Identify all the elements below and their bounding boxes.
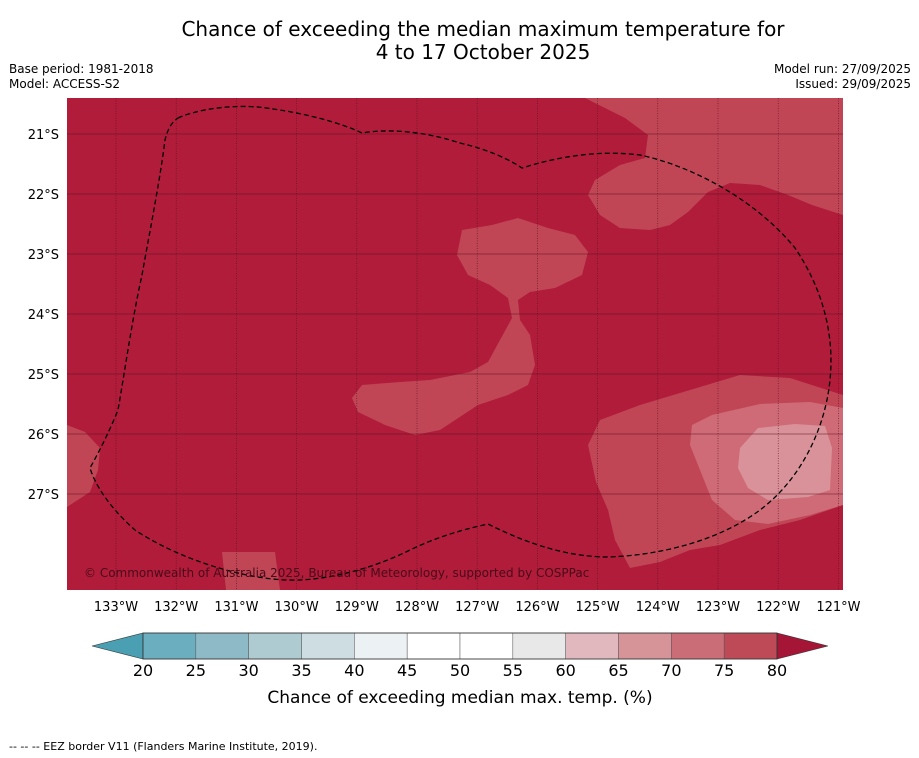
longitude-label: 130°W [275,600,319,615]
colorbar-cell [671,632,725,660]
colorbar-tick-label: 55 [503,661,523,680]
colorbar-cell [723,632,778,660]
probability-region-75-west [67,425,100,507]
colorbar-tick-label: 25 [186,661,206,680]
colorbar-tick-label: 40 [344,661,364,680]
colorbar-tick-label: 65 [608,661,628,680]
probability-region-65 [738,424,832,500]
forecast-map: © Commonwealth of Australia 2025, Bureau… [28,98,861,708]
colorbar-tick-label: 80 [767,661,787,680]
issued-date: Issued: 29/09/2025 [795,77,911,91]
longitude-label: 123°W [696,600,740,615]
colorbar-cell [195,632,249,660]
latitude-label: 26°S [28,428,59,443]
colorbar-tick-label: 20 [133,661,153,680]
latitude-label: 25°S [28,368,59,383]
longitude-label: 122°W [756,600,800,615]
longitude-label: 127°W [455,600,499,615]
colorbar-label: Chance of exceeding median max. temp. (%… [267,688,652,708]
title-line-1: Chance of exceeding the median maximum t… [181,17,785,41]
colorbar-cell [618,632,672,660]
model-run: Model run: 27/09/2025 [773,62,911,76]
latitude-label: 23°S [28,248,59,263]
colorbar-cell [459,632,514,660]
latitude-labels: 21°S 22°S 23°S 24°S 25°S 26°S 27°S [28,128,59,503]
colorbar-tick-label: 35 [291,661,311,680]
colorbar-cell [354,632,408,660]
colorbar-tick-label: 75 [714,661,734,680]
title-line-2: 4 to 17 October 2025 [375,40,591,64]
colorbar-cell [142,632,197,660]
eez-footnote: -- -- -- EEZ border V11 (Flanders Marine… [9,740,318,753]
longitude-label: 132°W [154,600,198,615]
longitude-label: 129°W [335,600,379,615]
colorbar-ticks: 20 25 30 35 40 45 50 55 60 65 70 75 80 [133,661,787,680]
colorbar-cell [512,632,566,660]
latitude-label: 27°S [28,488,59,503]
colorbar-outline [142,632,778,660]
longitude-label: 131°W [214,600,258,615]
probability-region-75-central [352,218,588,435]
colorbar: 20 25 30 35 40 45 50 55 60 65 70 75 80 Chance of exc… [91,632,829,708]
graticule [67,98,843,590]
copyright-notice: © Commonwealth of Australia 2025, Bureau… [84,566,589,580]
colorbar-cell [301,632,355,660]
colorbar-tick-label: 70 [661,661,681,680]
colorbar-high-extension [776,632,829,660]
eez-border [89,105,832,581]
latitude-label: 24°S [28,308,59,323]
colorbar-cell [248,632,302,660]
meta-right: Model run: 27/09/2025 Issued: 29/09/2025 [774,62,911,92]
longitude-labels: 133°W 132°W 131°W 130°W 129°W 128°W 127°W 126°W… [94,600,861,615]
colorbar-tick-label: 60 [555,661,575,680]
longitude-label: 128°W [395,600,439,615]
colorbar-low-extension [91,632,144,660]
colorbar-cell [565,632,619,660]
map-area: © Commonwealth of Australia 2025, Bureau… [67,98,843,590]
meta-left: Base period: 1981-2018 Model: ACCESS-S2 [9,62,154,92]
longitude-label: 133°W [94,600,138,615]
longitude-label: 121°W [816,600,860,615]
base-period: Base period: 1981-2018 [9,62,154,76]
colorbar-cell [406,632,461,660]
longitude-label: 125°W [576,600,620,615]
colorbar-tick-label: 30 [238,661,258,680]
latitude-label: 21°S [28,128,59,143]
colorbar-tick-label: 50 [450,661,470,680]
colorbar-cells [142,632,778,660]
chart-title: Chance of exceeding the median maximum t… [0,18,919,64]
longitude-label: 126°W [515,600,559,615]
model-name: Model: ACCESS-S2 [9,77,121,91]
latitude-label: 22°S [28,188,59,203]
colorbar-tick-label: 45 [397,661,417,680]
longitude-label: 124°W [636,600,680,615]
